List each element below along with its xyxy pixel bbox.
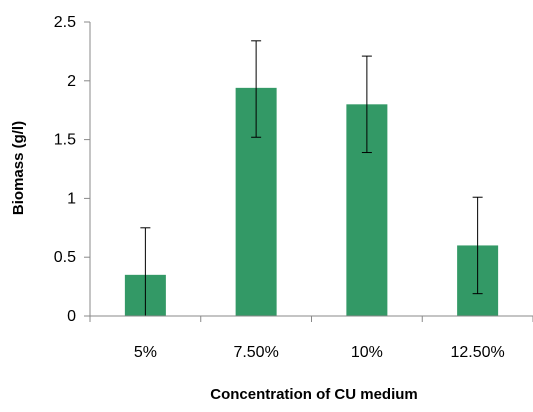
error-bar-10- bbox=[361, 55, 372, 154]
axes-layer bbox=[84, 21, 533, 322]
error-bar-12-50- bbox=[472, 196, 483, 295]
y-tick-label: 2.5 bbox=[54, 14, 76, 31]
x-tick-label: 5% bbox=[134, 344, 157, 361]
labels-layer: 5% 7.50% 10% 12.50% 0 0.5 1 1.5 2 2.5 bbox=[54, 14, 505, 361]
y-tick-label: 1 bbox=[67, 190, 76, 207]
error-bars-layer bbox=[140, 40, 483, 317]
y-tick-label: 1.5 bbox=[54, 132, 76, 149]
bars-layer bbox=[124, 87, 499, 316]
y-tick-label: 2 bbox=[67, 73, 76, 90]
y-tick-label: 0.5 bbox=[54, 249, 76, 266]
x-tick-label: 7.50% bbox=[233, 344, 278, 361]
y-tick-label: 0 bbox=[67, 308, 76, 325]
y-axis-title: Biomass (g/l) bbox=[10, 121, 27, 215]
x-axis-title: Concentration of CU medium bbox=[210, 386, 418, 403]
x-tick-label: 10% bbox=[351, 344, 383, 361]
error-bar-7-50- bbox=[251, 40, 262, 138]
x-tick-label: 12.50% bbox=[450, 344, 504, 361]
